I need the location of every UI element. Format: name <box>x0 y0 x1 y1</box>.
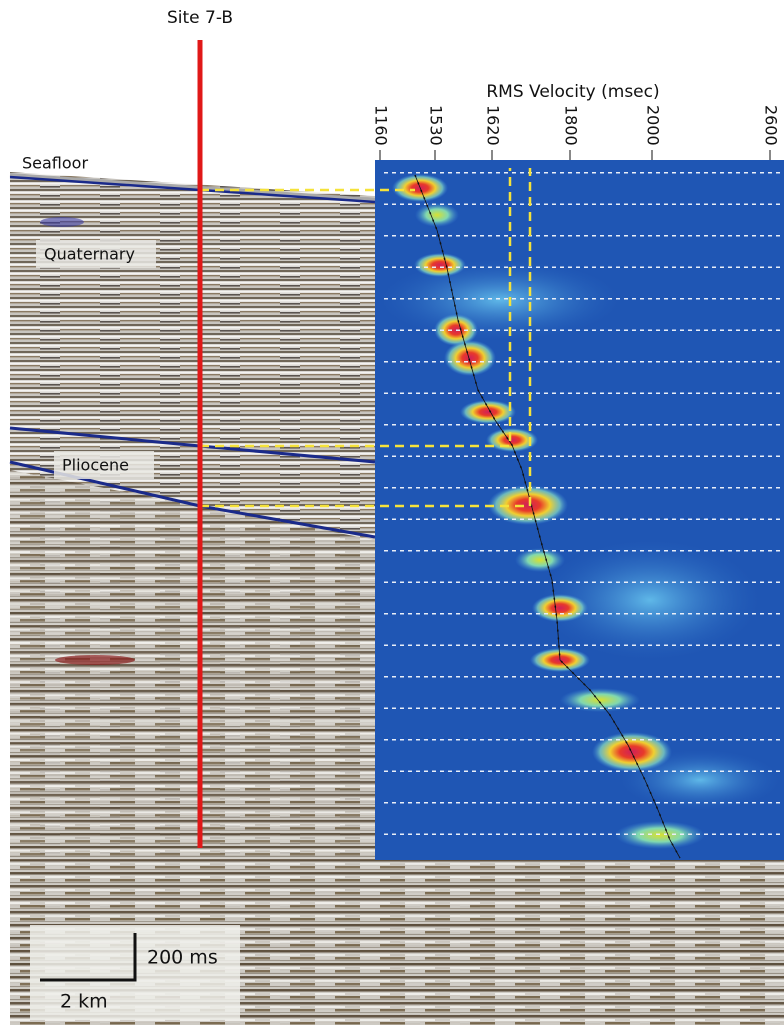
grid-line <box>380 393 780 395</box>
semblance-blob <box>460 400 516 424</box>
grid-line <box>380 708 780 710</box>
velocity-tick-label: 1620 <box>484 105 503 146</box>
scale-horizontal-label: 2 km <box>60 991 108 1013</box>
velocity-tick-label: 2000 <box>644 105 663 146</box>
page: {"site_label": "Site 7-B", "horizons": {… <box>0 0 784 1025</box>
anomaly <box>40 217 84 227</box>
anomaly <box>55 655 135 665</box>
grid-line <box>380 582 780 584</box>
horizon-label: Pliocene <box>62 456 129 475</box>
horizon-label: Quaternary <box>44 245 135 264</box>
semblance-blob <box>444 340 496 376</box>
grid-line <box>380 267 780 269</box>
grid-line <box>380 204 780 206</box>
grid-line <box>380 834 780 836</box>
semblance-blob <box>515 548 565 572</box>
semblance-blob <box>415 203 459 227</box>
velocity-tick-label: 1530 <box>427 105 446 146</box>
grid-line <box>380 676 780 678</box>
semblance-blob <box>414 253 466 277</box>
figure: Site 7-B RMS Velocity (msec) 1160 1530 162… <box>0 0 784 1025</box>
scale-vertical-label: 200 ms <box>147 947 218 969</box>
grid-line <box>380 235 780 237</box>
velocity-axis-label: RMS Velocity (msec) <box>486 82 659 102</box>
grid-line <box>380 172 780 174</box>
grid-line <box>380 330 780 332</box>
semblance-blob <box>532 594 588 622</box>
grid-line <box>380 645 780 647</box>
grid-line <box>380 519 780 521</box>
grid-line <box>380 298 780 300</box>
horizon-label: Seafloor <box>22 154 88 173</box>
semblance-blob <box>380 260 620 340</box>
grid-line <box>380 456 780 458</box>
grid-line <box>380 487 780 489</box>
grid-line <box>380 613 780 615</box>
semblance-blob <box>592 732 672 772</box>
site-label: Site 7-B <box>167 8 233 28</box>
grid-line <box>380 771 780 773</box>
grid-line <box>380 424 780 426</box>
grid-line <box>380 361 780 363</box>
grid-line <box>380 739 780 741</box>
velocity-tick-label: 2600 <box>762 105 781 146</box>
velocity-tick-label: 1800 <box>562 105 581 146</box>
grid-line <box>380 550 780 552</box>
velocity-tick-label: 1160 <box>372 105 391 146</box>
grid-line <box>380 802 780 804</box>
velocity-ticks: 1160 1530 1620 1800 2000 2600 <box>372 105 781 160</box>
